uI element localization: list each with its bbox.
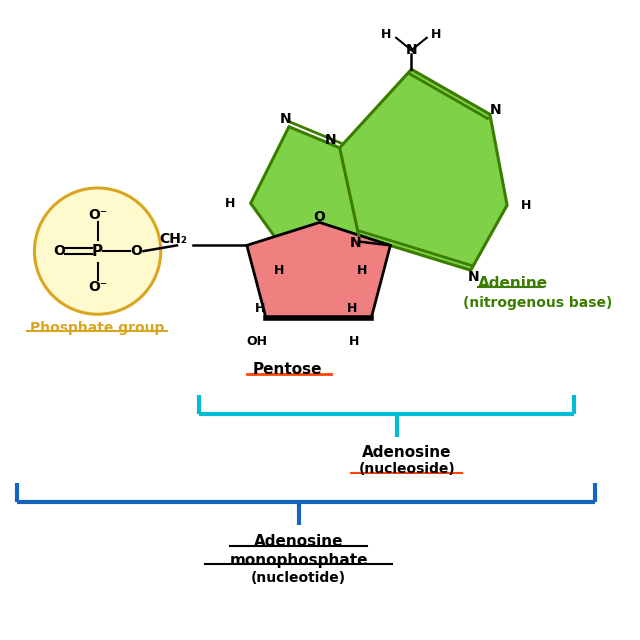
Text: H: H	[349, 335, 359, 348]
Text: N: N	[324, 133, 336, 147]
Text: H: H	[356, 264, 367, 276]
Circle shape	[35, 188, 161, 314]
Text: Adenosine: Adenosine	[254, 534, 343, 550]
Text: H: H	[381, 28, 392, 42]
Text: O: O	[130, 244, 142, 258]
Text: H: H	[225, 196, 235, 210]
Text: H: H	[255, 302, 266, 315]
Text: OH: OH	[246, 335, 267, 348]
Text: monophosphate: monophosphate	[229, 553, 368, 568]
Text: Phosphate group: Phosphate group	[31, 321, 164, 335]
Text: P: P	[92, 244, 103, 259]
Text: Adenosine: Adenosine	[362, 445, 451, 460]
Text: H: H	[431, 28, 442, 42]
Text: (nucleoside): (nucleoside)	[358, 462, 455, 476]
Text: O: O	[53, 244, 65, 258]
Text: (nitrogenous base): (nitrogenous base)	[463, 296, 612, 310]
Text: Pentose: Pentose	[252, 362, 322, 377]
Text: CH₂: CH₂	[159, 232, 188, 246]
Text: N: N	[490, 102, 501, 116]
Text: N: N	[350, 236, 362, 250]
Polygon shape	[251, 69, 507, 270]
Text: N: N	[468, 270, 479, 284]
Text: O: O	[314, 210, 326, 223]
Text: N: N	[279, 112, 291, 126]
Text: H: H	[347, 302, 357, 315]
Text: Adenine: Adenine	[478, 276, 548, 291]
Text: H: H	[274, 264, 285, 276]
Text: O⁻: O⁻	[88, 208, 108, 221]
Text: N: N	[406, 43, 417, 57]
Text: O⁻: O⁻	[88, 280, 108, 294]
Text: H: H	[521, 198, 531, 212]
Text: (nucleotide): (nucleotide)	[251, 572, 346, 586]
Polygon shape	[247, 223, 390, 318]
